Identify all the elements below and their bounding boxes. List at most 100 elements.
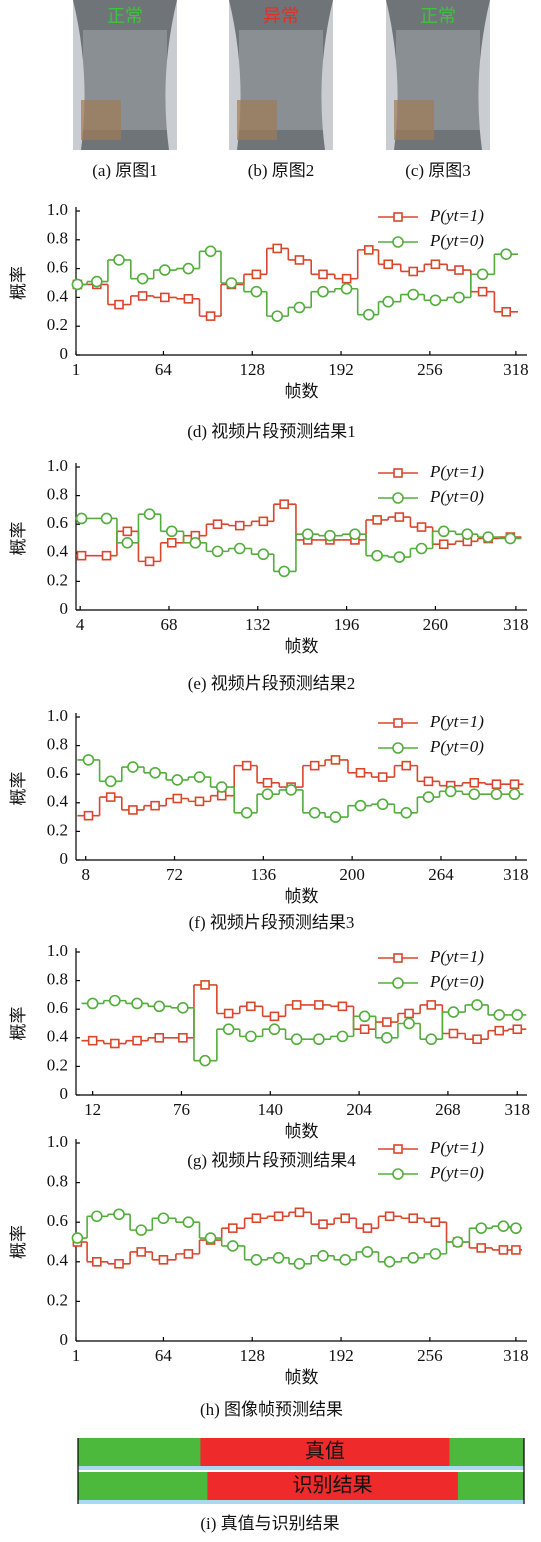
marker <box>356 769 364 777</box>
marker <box>214 520 222 528</box>
marker <box>160 265 170 275</box>
x-tick-label: 196 <box>334 615 360 634</box>
row-label: 识别结果 <box>293 1474 373 1497</box>
marker <box>409 267 417 275</box>
x-tick-label: 192 <box>328 360 354 379</box>
marker <box>252 1214 260 1222</box>
y-axis-label: 概率 <box>9 522 28 556</box>
marker <box>196 797 204 805</box>
y-axis-label: 概率 <box>9 1225 28 1259</box>
marker <box>89 1037 97 1045</box>
y-tick-label: 0.6 <box>47 763 68 782</box>
marker <box>213 546 223 556</box>
marker <box>476 1223 486 1233</box>
marker <box>292 1034 302 1044</box>
y-axis-label: 概率 <box>9 266 28 300</box>
marker <box>342 284 352 294</box>
photo-scene <box>394 100 434 140</box>
marker <box>72 279 82 289</box>
marker <box>512 1010 522 1020</box>
marker <box>311 762 319 770</box>
marker <box>330 812 340 822</box>
marker <box>502 308 510 316</box>
y-tick-label: 0.8 <box>47 735 68 754</box>
legend-marker <box>394 213 402 221</box>
marker <box>372 551 382 561</box>
x-tick-label: 64 <box>155 360 173 379</box>
marker <box>229 1224 237 1232</box>
y-tick-label: 0.4 <box>47 792 69 811</box>
marker <box>315 1001 323 1009</box>
marker <box>107 793 115 801</box>
legend-label: P(yt=1) <box>429 462 484 481</box>
marker <box>201 981 209 989</box>
marker <box>303 529 313 539</box>
x-tick-label: 8 <box>81 865 90 884</box>
marker <box>294 302 304 312</box>
marker <box>511 780 519 788</box>
marker <box>448 1007 458 1017</box>
marker <box>383 297 393 307</box>
chart-caption: (e) 视频片段预测结果2 <box>188 674 356 693</box>
marker <box>473 1035 481 1043</box>
marker <box>243 762 251 770</box>
marker <box>492 780 500 788</box>
y-tick-label: 0 <box>60 849 69 868</box>
chart-caption: (g) 视频片段预测结果4 <box>187 1151 356 1170</box>
marker <box>129 806 137 814</box>
y-tick-label: 0 <box>60 1330 69 1349</box>
photo-label: 正常 <box>107 6 143 26</box>
marker <box>110 996 120 1006</box>
y-tick-label: 0.4 <box>47 286 69 305</box>
x-tick-label: 1 <box>72 1346 81 1365</box>
marker <box>427 1001 435 1009</box>
y-tick-label: 0.2 <box>47 1290 68 1309</box>
y-axis-label: 概率 <box>9 772 28 806</box>
marker <box>494 1010 504 1020</box>
x-axis-label: 帧数 <box>285 382 319 401</box>
marker <box>294 1259 304 1269</box>
x-tick-label: 318 <box>503 360 529 379</box>
marker <box>498 1221 508 1231</box>
marker <box>115 1260 123 1268</box>
marker <box>365 246 373 254</box>
marker <box>355 801 365 811</box>
marker <box>462 529 472 539</box>
marker <box>274 1253 284 1263</box>
legend-label: P(yt=0) <box>429 1163 484 1182</box>
row-label: 真值 <box>305 1440 345 1463</box>
marker <box>114 1209 124 1219</box>
marker <box>383 1018 391 1026</box>
y-tick-label: 0.6 <box>47 258 68 277</box>
marker <box>217 782 227 792</box>
marker <box>138 274 148 284</box>
x-tick-label: 318 <box>503 615 529 634</box>
marker <box>361 1025 369 1033</box>
marker <box>319 270 327 278</box>
marker <box>404 1019 414 1029</box>
marker <box>225 1009 233 1017</box>
marker <box>258 549 268 559</box>
marker <box>440 540 448 548</box>
marker <box>417 544 427 554</box>
y-tick-label: 0.2 <box>47 820 68 839</box>
marker <box>402 762 410 770</box>
marker <box>341 1214 349 1222</box>
marker <box>83 755 93 765</box>
y-tick-label: 0 <box>60 1084 69 1103</box>
legend-marker <box>394 1145 402 1153</box>
marker <box>423 792 433 802</box>
marker <box>373 516 381 524</box>
x-tick-label: 318 <box>505 1100 531 1119</box>
row-divider <box>78 1500 524 1504</box>
y-tick-label: 0 <box>60 599 69 618</box>
marker <box>386 1212 394 1220</box>
marker <box>350 529 360 539</box>
marker <box>226 278 236 288</box>
marker <box>360 1011 370 1021</box>
marker <box>431 260 439 268</box>
x-tick-label: 318 <box>503 1346 529 1365</box>
marker <box>122 538 132 548</box>
legend-marker <box>394 469 402 477</box>
marker <box>190 538 200 548</box>
